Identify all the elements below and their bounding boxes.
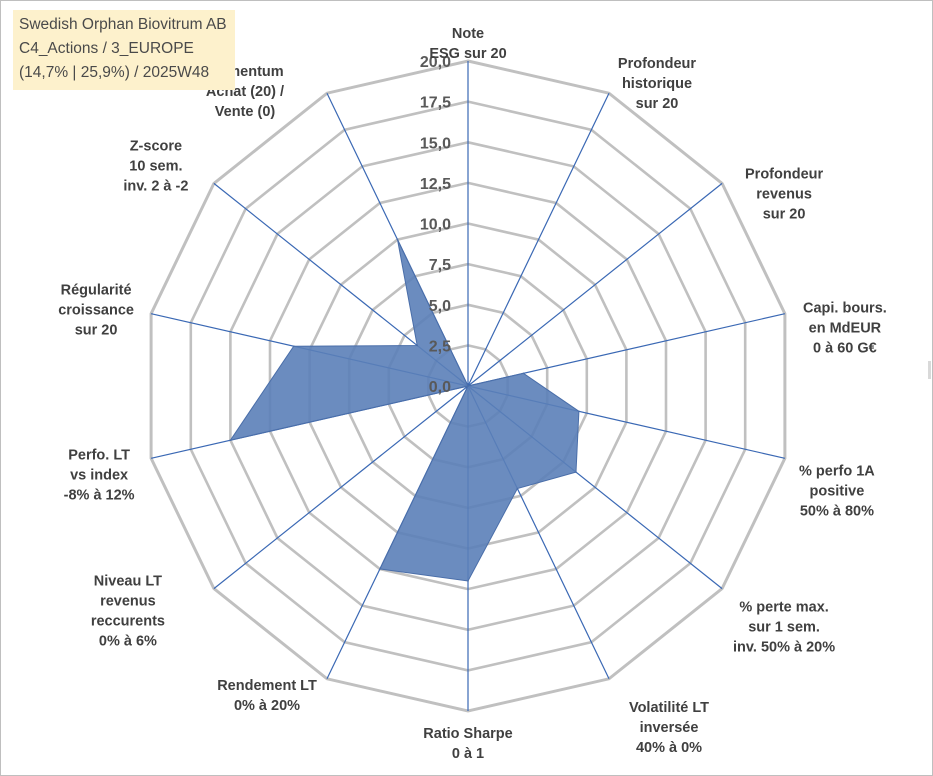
tick-label: 12,5 xyxy=(420,176,451,193)
category-label-line: croissance xyxy=(58,303,134,319)
category-label-5: % perte max. sur 1 sem. inv. 50% à 20% xyxy=(733,600,835,656)
category-label-line: % perte max. xyxy=(739,600,828,616)
tick-label: 10,0 xyxy=(420,217,451,234)
category-label-line: Rendement LT xyxy=(217,678,317,694)
category-label-12: Z-score 10 sem. inv. 2 à -2 xyxy=(123,138,188,194)
category-label-line: reccurents xyxy=(91,614,165,630)
category-label-line: 10 sem. xyxy=(129,158,182,174)
category-label-10: Perfo. LT vs index -8% à 12% xyxy=(64,447,135,503)
category-label-line: Profondeur xyxy=(745,166,823,182)
chart-title-box: Swedish Orphan Biovitrum AB C4_Actions /… xyxy=(13,10,235,90)
category-label-line: -8% à 12% xyxy=(64,487,135,503)
category-label-4: % perfo 1A positive 50% à 80% xyxy=(799,463,875,519)
category-label-line: Capi. bours. xyxy=(803,301,887,317)
category-label-line: inversée xyxy=(640,720,699,736)
category-label-line: Volatilité LT xyxy=(629,700,709,716)
data-point-10 xyxy=(229,439,232,442)
category-label-8: Rendement LT 0% à 20% xyxy=(217,678,317,714)
category-label-line: inv. 2 à -2 xyxy=(123,178,188,194)
data-point-3 xyxy=(522,372,525,375)
data-point-6 xyxy=(516,487,519,490)
category-labels: Note ESG sur 20 Profondeur historique sur 20… xyxy=(58,26,887,762)
data-point-8 xyxy=(379,568,381,570)
category-label-line: Vente (0) xyxy=(215,104,276,120)
category-label-line: historique xyxy=(622,76,692,92)
data-point-9 xyxy=(467,385,469,387)
tick-label: 7,5 xyxy=(429,257,451,274)
radar-series xyxy=(229,238,580,582)
category-label-line: Niveau LT xyxy=(94,574,162,590)
data-point-5 xyxy=(575,471,577,473)
category-label-7: Ratio Sharpe 0 à 1 xyxy=(423,726,512,762)
category-label-line: 50% à 80% xyxy=(800,503,874,519)
axis-spoke-2 xyxy=(467,182,723,387)
radial-tick-labels: 0,0 2,5 5,0 7,5 10,0 12,5 15,0 17,5 20,0 xyxy=(420,54,451,396)
category-label-2: Profondeur revenus sur 20 xyxy=(745,166,823,222)
category-label-line: Perfo. LT xyxy=(68,447,130,463)
category-label-1: Profondeur historique sur 20 xyxy=(618,56,696,112)
tick-label: 0,0 xyxy=(429,379,451,396)
edge-strip xyxy=(928,361,931,379)
series-area-0 xyxy=(229,239,580,582)
title-stats-week: (14,7% | 25,9%) / 2025W48 xyxy=(19,64,210,81)
category-label-line: sur 20 xyxy=(636,96,679,112)
tick-label: 15,0 xyxy=(420,135,451,152)
category-label-0: Note ESG sur 20 xyxy=(429,26,506,62)
category-label-line: Z-score xyxy=(130,138,182,154)
data-point-13 xyxy=(396,238,399,241)
tick-label: 17,5 xyxy=(420,95,451,112)
category-label-line: sur 1 sem. xyxy=(748,620,820,636)
category-label-line: 0% à 20% xyxy=(234,698,300,714)
tick-label: 2,5 xyxy=(429,338,451,355)
category-label-line: ESG sur 20 xyxy=(429,46,506,62)
category-label-line: positive xyxy=(810,483,865,499)
category-label-6: Volatilité LT inversée 40% à 0% xyxy=(629,700,709,756)
category-label-line: 0 à 1 xyxy=(452,746,484,762)
category-label-line: 0% à 6% xyxy=(99,634,157,650)
tick-label: 20,0 xyxy=(420,54,451,71)
data-point-11 xyxy=(292,345,295,348)
data-point-4 xyxy=(578,410,580,413)
data-point-12 xyxy=(416,344,419,347)
category-label-line: inv. 50% à 20% xyxy=(733,640,835,656)
category-label-line: Note xyxy=(452,26,484,42)
category-label-line: sur 20 xyxy=(763,206,806,222)
category-label-line: Profondeur xyxy=(618,56,696,72)
title-portfolio: C4_Actions / 3_EUROPE xyxy=(19,40,194,57)
category-label-line: revenus xyxy=(100,594,156,610)
title-company-name: Swedish Orphan Biovitrum AB xyxy=(19,16,227,33)
category-label-line: sur 20 xyxy=(75,323,118,339)
category-label-line: % perfo 1A xyxy=(799,463,875,479)
category-label-line: vs index xyxy=(70,467,128,483)
category-label-line: revenus xyxy=(756,186,812,202)
category-label-11: Régularité croissance sur 20 xyxy=(58,283,134,339)
axis-spoke-9 xyxy=(213,385,469,590)
category-label-3: Capi. bours. en MdEUR 0 à 60 G€ xyxy=(803,301,887,357)
category-label-line: 0 à 60 G€ xyxy=(813,341,877,357)
axis-spoke-1 xyxy=(467,92,610,387)
tick-label: 5,0 xyxy=(429,298,451,315)
category-label-line: Régularité xyxy=(61,283,132,299)
category-label-line: 40% à 0% xyxy=(636,740,702,756)
data-point-7 xyxy=(467,580,469,582)
category-label-line: en MdEUR xyxy=(809,321,882,337)
category-label-9: Niveau LT revenus reccurents 0% à 6% xyxy=(91,574,165,650)
category-label-line: Ratio Sharpe xyxy=(423,726,512,742)
